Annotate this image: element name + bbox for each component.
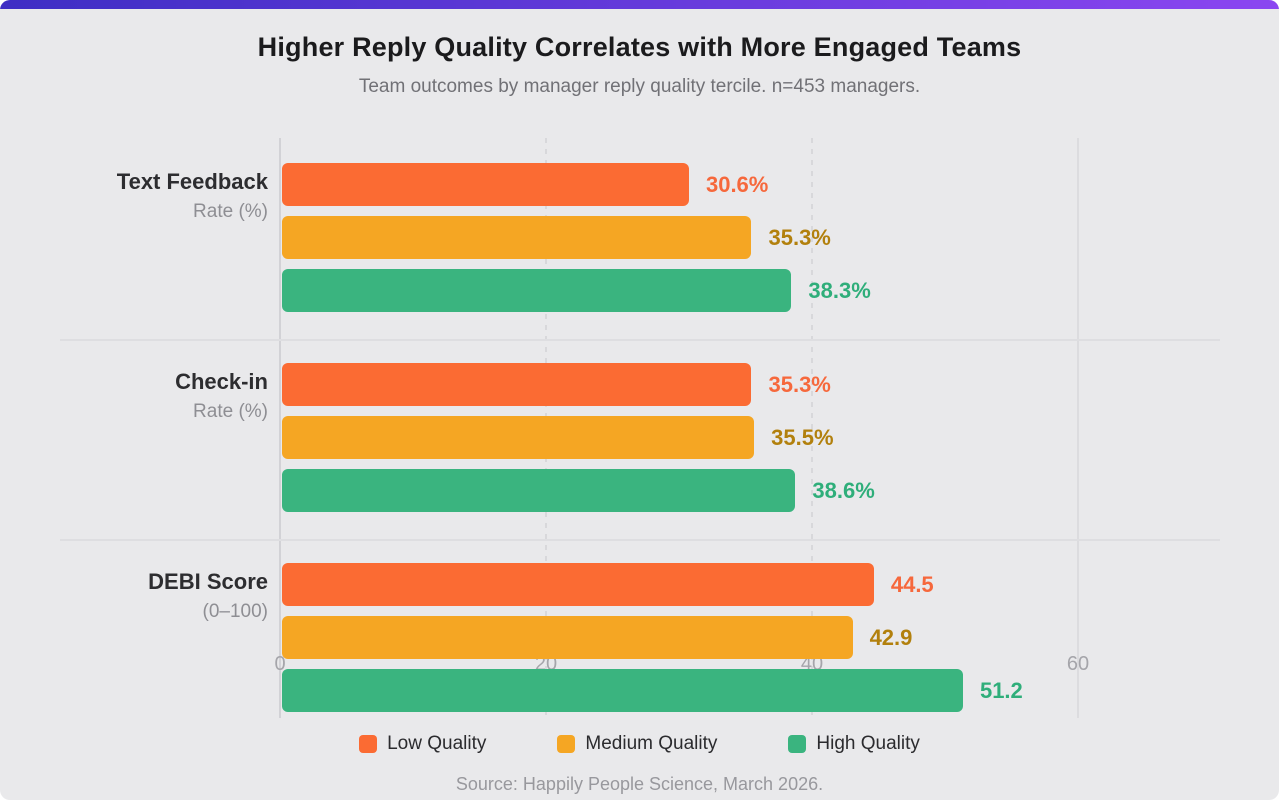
bar-value-label: 42.9: [869, 625, 913, 650]
legend-label-high-quality: High Quality: [816, 733, 920, 754]
x-gridline-0: [279, 138, 281, 718]
bar-high-quality: [282, 269, 792, 312]
x-gridline-60: [1077, 138, 1079, 718]
legend-label-medium-quality: Medium Quality: [585, 733, 718, 754]
source-note: Source: Happily People Science, March 20…: [455, 774, 824, 794]
group-separator-2: [60, 539, 1220, 541]
legend-label-low-quality: Low Quality: [387, 733, 487, 754]
bar-medium-quality: [282, 216, 752, 259]
group-separator-1: [60, 339, 1220, 341]
bar-value-label: 30.6%: [705, 172, 769, 197]
top-accent-gradient-bar: [0, 0, 1279, 9]
chart-subtitle: Team outcomes by manager reply quality t…: [358, 76, 921, 97]
legend-swatch-low-quality: [359, 735, 378, 753]
category-label-line2: Rate (%): [193, 201, 268, 222]
category-label-line2: (0–100): [202, 601, 269, 622]
bar-value-label: 35.3%: [768, 372, 831, 397]
category-label: Text Feedback Rate (%): [0, 167, 268, 227]
category-label-line1: Check-in: [175, 369, 268, 394]
bar-medium-quality: [282, 416, 755, 459]
x-gridline-40: [811, 138, 813, 718]
bar-value-label: 35.5%: [771, 425, 834, 450]
chart-legend: Low Quality Medium Quality High Quality: [0, 733, 1279, 755]
legend-item-low-quality: Low Quality: [359, 733, 486, 755]
category-label-line1: Text Feedback: [116, 169, 268, 194]
legend-swatch-high-quality: [788, 735, 807, 753]
bar-low-quality: [282, 163, 689, 206]
legend-item-medium-quality: Medium Quality: [557, 733, 717, 755]
bar-high-quality: [282, 469, 796, 512]
category-label-line1: DEBI Score: [148, 569, 268, 594]
bar-value-label: 38.3%: [808, 278, 871, 303]
legend-swatch-medium-quality: [557, 735, 576, 753]
category-label: Check-in Rate (%): [0, 367, 268, 427]
x-tick-label-60: 60: [1066, 653, 1090, 675]
bar-high-quality: [282, 669, 963, 712]
x-tick-label-0: 0: [274, 653, 286, 675]
bar-low-quality: [282, 363, 752, 406]
bar-value-label: 35.3%: [768, 225, 831, 250]
bar-low-quality: [282, 563, 874, 606]
category-label-line2: Rate (%): [193, 401, 268, 422]
legend-item-high-quality: High Quality: [788, 733, 920, 755]
category-label: DEBI Score (0–100): [0, 567, 268, 627]
bar-value-label: 44.5: [890, 572, 934, 597]
bar-value-label: 51.2: [979, 678, 1023, 703]
bar-value-label: 38.6%: [812, 478, 875, 503]
bar-medium-quality: [282, 616, 853, 659]
chart-title: Higher Reply Quality Correlates with Mor…: [257, 32, 1022, 62]
